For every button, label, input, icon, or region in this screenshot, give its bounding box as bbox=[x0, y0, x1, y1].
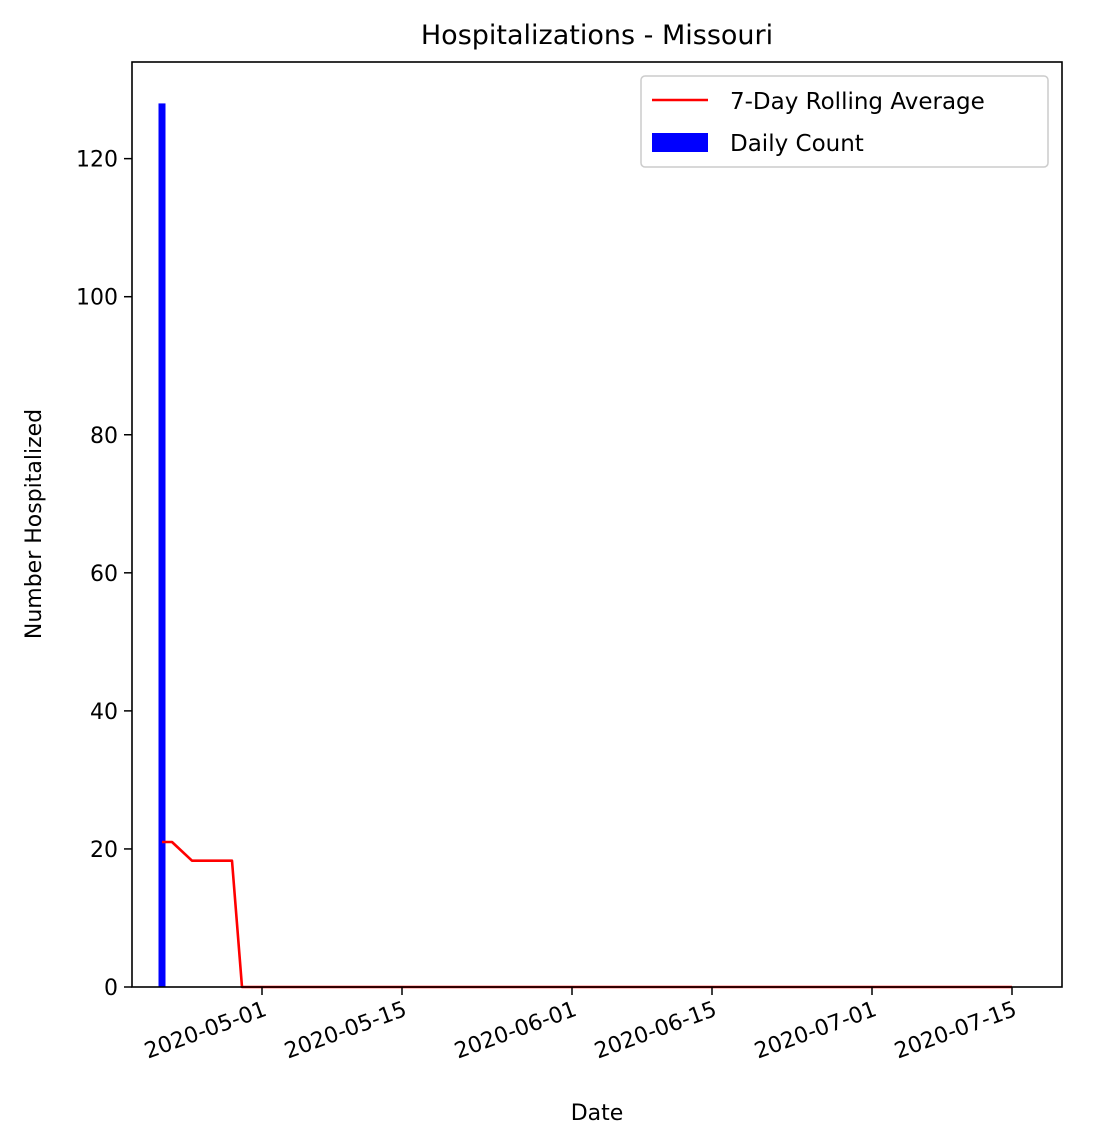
y-axis: 0 20 40 60 80 100 120 bbox=[76, 148, 132, 1001]
legend: 7-Day Rolling Average Daily Count bbox=[640, 75, 1049, 168]
y-tick-label: 40 bbox=[90, 700, 118, 725]
y-tick-label: 20 bbox=[90, 838, 118, 863]
x-axis-label: Date bbox=[571, 1101, 624, 1126]
legend-box bbox=[640, 75, 1049, 168]
y-tick-label: 100 bbox=[76, 286, 118, 311]
legend-label-rolling-average: 7-Day Rolling Average bbox=[730, 89, 985, 115]
plot-frame bbox=[131, 61, 1063, 988]
bar bbox=[158, 103, 166, 987]
chart-title: Hospitalizations - Missouri bbox=[421, 20, 773, 51]
y-tick-label: 60 bbox=[90, 562, 118, 587]
y-tick-label: 0 bbox=[104, 976, 118, 1001]
legend-label-daily-count: Daily Count bbox=[730, 131, 864, 157]
y-tick-label: 120 bbox=[76, 148, 118, 173]
y-tick-label: 80 bbox=[90, 424, 118, 449]
y-axis-label: Number Hospitalized bbox=[22, 409, 47, 639]
legend-bar-swatch bbox=[652, 133, 708, 152]
